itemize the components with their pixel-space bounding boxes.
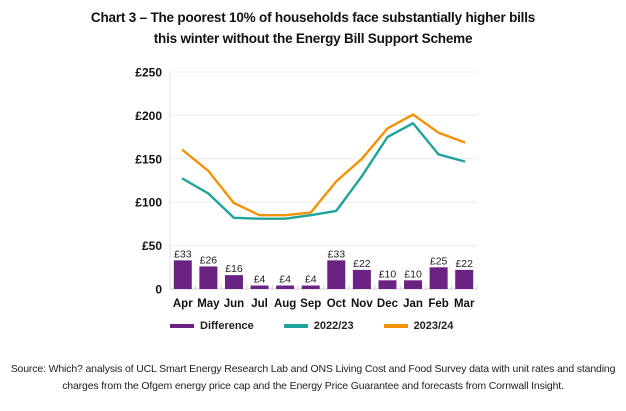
line-2022-23 <box>181 122 466 220</box>
y-tick-label: £250 <box>135 66 162 80</box>
x-axis-ticks: Apr May Jun Jul Aug Sep Oct Nov Dec Jan Feb Mar <box>173 298 475 310</box>
bar-data-label: £26 <box>200 254 218 266</box>
legend-item-difference: Difference <box>170 320 254 332</box>
bar-data-label: £16 <box>225 263 243 275</box>
legend-label-difference: Difference <box>200 320 254 332</box>
bar-data-label: £4 <box>279 274 291 286</box>
bar-data-label: £33 <box>328 248 346 260</box>
x-tick-label: Dec <box>377 298 399 310</box>
legend-label-2022-23: 2022/23 <box>313 320 354 332</box>
y-tick-label: £150 <box>135 152 162 166</box>
source-line-2: charges from the Ofgem energy price cap … <box>62 380 564 392</box>
x-tick-label: Feb <box>428 298 448 310</box>
bar-data-label: £10 <box>404 268 422 280</box>
legend-label-2023-24: 2023/24 <box>413 320 454 332</box>
x-tick-label: Sep <box>300 298 321 310</box>
bar-difference <box>429 267 448 289</box>
legend-item-2023-24: 2023/24 <box>383 320 454 332</box>
bar-data-label: £4 <box>254 274 266 286</box>
bar-data-label: £25 <box>430 255 448 267</box>
bar-difference <box>276 285 295 289</box>
y-tick-label: £200 <box>135 109 162 123</box>
x-tick-label: May <box>197 298 220 310</box>
chart-plot: 0£50£100£150£200£250 £33£26£16£4 £4 £4£33£… <box>135 66 478 310</box>
x-tick-label: Jun <box>224 298 244 310</box>
gridlines <box>169 71 478 290</box>
chart-title-line-1: Chart 3 – The poorest 10% of households … <box>90 10 536 25</box>
legend-swatch-difference <box>170 324 194 328</box>
x-tick-label: Oct <box>327 298 346 310</box>
bar-difference <box>199 266 218 289</box>
series-lines <box>181 113 466 220</box>
bar-difference <box>173 260 192 289</box>
x-tick-label: Apr <box>173 298 193 310</box>
x-tick-label: Nov <box>351 298 373 310</box>
difference-bars <box>173 260 474 289</box>
y-tick-label: £100 <box>135 196 162 210</box>
legend-item-2022-23: 2022/23 <box>283 320 354 332</box>
chart-title: Chart 3 – The poorest 10% of households … <box>0 7 626 49</box>
legend-swatch-2022-23 <box>283 324 308 328</box>
bar-difference <box>250 285 269 289</box>
bar-data-label: £33 <box>174 248 192 260</box>
legend: Difference 2022/23 2023/24 <box>170 320 483 332</box>
bar-difference <box>404 280 423 289</box>
bar-difference <box>224 275 243 289</box>
bar-difference <box>301 285 320 289</box>
legend-swatch-2023-24 <box>383 324 408 328</box>
bar-difference <box>378 280 397 289</box>
difference-bar-labels: £33 £26 £16 £4 £4 £4 £33 £22 £10 £10 £25 £22 <box>174 248 473 285</box>
x-tick-label: Jul <box>251 298 268 310</box>
chart-title-line-2: this winter without the Energy Bill Supp… <box>153 31 473 46</box>
bar-data-label: £22 <box>455 258 473 270</box>
y-tick-label: £50 <box>142 239 162 253</box>
bar-difference <box>455 269 474 289</box>
x-tick-label: Aug <box>274 298 296 310</box>
line-2023-24 <box>181 113 466 217</box>
bar-data-label: £10 <box>379 268 397 280</box>
bar-difference <box>327 260 346 289</box>
bar-data-label: £4 <box>305 274 317 286</box>
bar-difference <box>352 269 371 289</box>
source-note: Source: Which? analysis of UCL Smart Ene… <box>0 361 626 395</box>
x-tick-label: Mar <box>454 298 475 310</box>
source-line-1: Source: Which? analysis of UCL Smart Ene… <box>10 363 616 375</box>
x-tick-label: Jan <box>403 298 423 310</box>
bar-data-label: £22 <box>353 258 371 270</box>
y-tick-label: 0 <box>155 283 162 297</box>
y-axis-ticks: 0 £50 £100 £150 £200 £250 <box>135 66 162 297</box>
